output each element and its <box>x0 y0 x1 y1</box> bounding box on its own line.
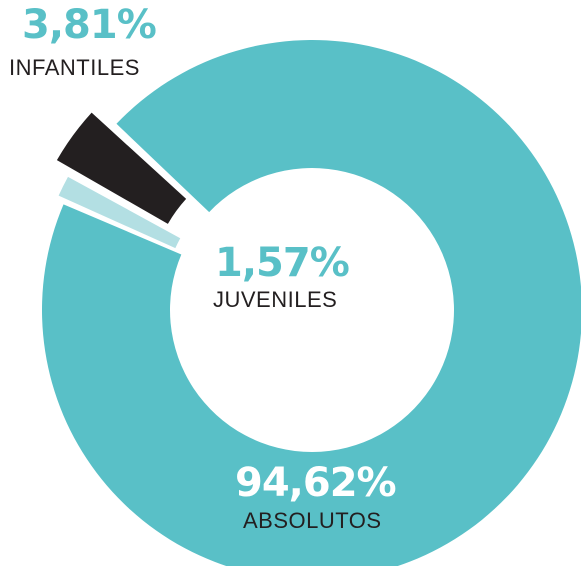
slice-infantiles <box>56 112 187 224</box>
infantiles-label: INFANTILES <box>9 55 140 80</box>
juveniles-label: JUVENILES <box>213 287 338 312</box>
slice-juveniles <box>58 176 181 249</box>
slice-absolutos <box>42 40 581 566</box>
absolutos-label: ABSOLUTOS <box>243 508 382 533</box>
absolutos-percent: 94,62% <box>235 460 397 506</box>
infantiles-percent: 3,81% <box>22 2 157 48</box>
juveniles-percent: 1,57% <box>215 240 350 286</box>
